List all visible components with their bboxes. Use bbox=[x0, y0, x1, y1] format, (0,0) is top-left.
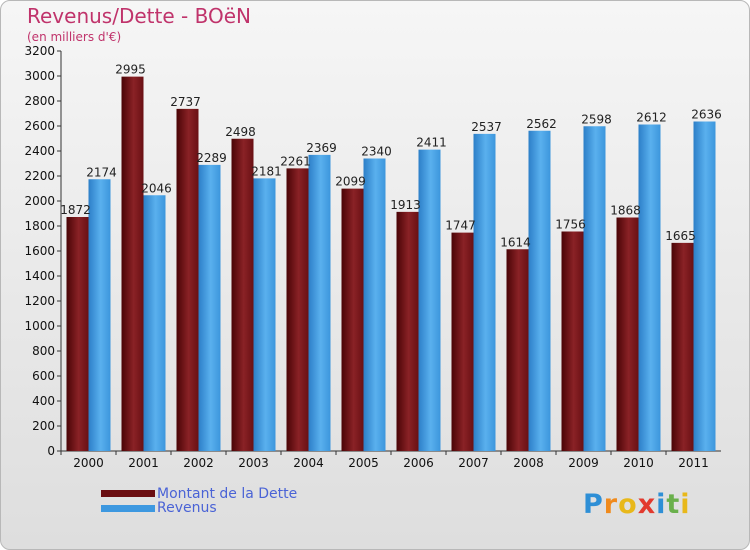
revenue-bar bbox=[363, 158, 386, 451]
revenue-bar bbox=[308, 154, 331, 451]
x-tick-label: 2010 bbox=[623, 456, 654, 470]
data-label: 1665 bbox=[665, 229, 696, 243]
data-label: 2498 bbox=[225, 125, 256, 139]
revenue-bar bbox=[638, 124, 661, 451]
logo-letter: x bbox=[637, 489, 657, 520]
data-label: 2340 bbox=[361, 145, 392, 159]
revenue-bar bbox=[473, 133, 496, 451]
x-tick-label: 2000 bbox=[73, 456, 104, 470]
revenue-bar bbox=[418, 149, 441, 451]
x-tick-label: 2009 bbox=[568, 456, 599, 470]
data-label: 2995 bbox=[115, 63, 146, 77]
x-tick-label: 2006 bbox=[403, 456, 434, 470]
revenue-bar bbox=[253, 178, 276, 451]
legend-label-debt: Montant de la Dette bbox=[157, 486, 298, 502]
data-label: 2174 bbox=[86, 165, 117, 179]
debt-bar bbox=[121, 76, 144, 451]
x-tick-label: 2001 bbox=[128, 456, 159, 470]
revenue-bar bbox=[143, 195, 166, 451]
logo-letter: t bbox=[666, 489, 681, 520]
y-tick-label: 200 bbox=[32, 419, 55, 433]
y-tick-label: 3000 bbox=[24, 69, 55, 83]
debt-bar bbox=[506, 249, 529, 451]
chart-subtitle: (en milliers d'€) bbox=[27, 30, 122, 44]
data-label: 2411 bbox=[416, 136, 447, 150]
data-label: 1747 bbox=[445, 219, 476, 233]
data-label: 2598 bbox=[581, 112, 612, 126]
x-tick-label: 2002 bbox=[183, 456, 214, 470]
revenue-bar bbox=[198, 164, 221, 451]
y-tick-label: 400 bbox=[32, 394, 55, 408]
data-label: 2636 bbox=[691, 108, 722, 122]
revenue-bar bbox=[583, 126, 606, 451]
logo-letter: i bbox=[680, 489, 691, 520]
logo-letter: r bbox=[603, 489, 619, 520]
y-tick-label: 2400 bbox=[24, 144, 55, 158]
data-label: 2737 bbox=[170, 95, 201, 109]
y-tick-label: 1400 bbox=[24, 269, 55, 283]
y-tick-label: 1800 bbox=[24, 219, 55, 233]
data-label: 1756 bbox=[555, 218, 586, 232]
y-tick-label: 1200 bbox=[24, 294, 55, 308]
data-labels: 1872 2995 2737 2498 2261 2099 1913 1747 1614 1756… bbox=[60, 63, 722, 250]
y-tick-label: 2800 bbox=[24, 94, 55, 108]
debt-bar bbox=[66, 217, 89, 451]
debt-bar bbox=[341, 188, 364, 451]
x-tick-label: 2005 bbox=[348, 456, 379, 470]
axes: 0 200 400 600 800 1000 1200 1400 1600 1800 2000 220… bbox=[24, 44, 721, 470]
debt-bar bbox=[561, 231, 584, 451]
debt-bar bbox=[286, 168, 309, 451]
logo-letter: P bbox=[583, 489, 604, 520]
revenue-bar bbox=[528, 130, 551, 451]
y-tick-label: 2000 bbox=[24, 194, 55, 208]
y-tick-label: 1600 bbox=[24, 244, 55, 258]
debt-bar bbox=[616, 217, 639, 451]
data-label: 1614 bbox=[500, 235, 531, 249]
data-label: 1868 bbox=[610, 204, 641, 218]
revenue-bar bbox=[88, 179, 111, 451]
y-tick-label: 2600 bbox=[24, 119, 55, 133]
debt-bar bbox=[451, 232, 474, 451]
data-label: 1872 bbox=[60, 203, 91, 217]
legend-swatch-revenue bbox=[101, 505, 155, 512]
x-tick-label: 2003 bbox=[238, 456, 269, 470]
y-tick-label: 800 bbox=[32, 344, 55, 358]
y-tick-label: 600 bbox=[32, 369, 55, 383]
debt-bar bbox=[671, 242, 694, 451]
data-label: 1913 bbox=[390, 198, 421, 212]
data-label: 2562 bbox=[526, 117, 557, 131]
logo-letter: o bbox=[618, 489, 638, 520]
legend-swatch-debt bbox=[101, 490, 155, 497]
logo-letter: i bbox=[656, 489, 667, 520]
data-label: 2046 bbox=[141, 181, 172, 195]
y-tick-label: 1000 bbox=[24, 319, 55, 333]
x-tick-label: 2004 bbox=[293, 456, 324, 470]
chart-title: Revenus/Dette - BOëN bbox=[27, 4, 251, 28]
data-label: 2261 bbox=[280, 154, 311, 168]
debt-bar bbox=[231, 138, 254, 451]
x-tick-label: 2007 bbox=[458, 456, 489, 470]
legend-label-revenue: Revenus bbox=[157, 500, 217, 516]
data-label: 2181 bbox=[251, 164, 282, 178]
x-tick-label: 2008 bbox=[513, 456, 544, 470]
revenue-bar bbox=[693, 121, 716, 451]
y-tick-label: 3200 bbox=[24, 44, 55, 58]
data-label: 2289 bbox=[196, 151, 227, 165]
y-tick-label: 2200 bbox=[24, 169, 55, 183]
bars bbox=[66, 76, 716, 451]
data-label: 2537 bbox=[471, 120, 502, 134]
x-tick-label: 2011 bbox=[678, 456, 709, 470]
data-label: 2099 bbox=[335, 175, 366, 189]
proxiti-logo: Proxiti bbox=[583, 489, 691, 520]
y-tick-label: 0 bbox=[47, 444, 55, 458]
debt-bar bbox=[176, 108, 199, 451]
data-label: 2612 bbox=[636, 111, 667, 125]
debt-bar bbox=[396, 211, 419, 451]
data-label: 2369 bbox=[306, 141, 337, 155]
